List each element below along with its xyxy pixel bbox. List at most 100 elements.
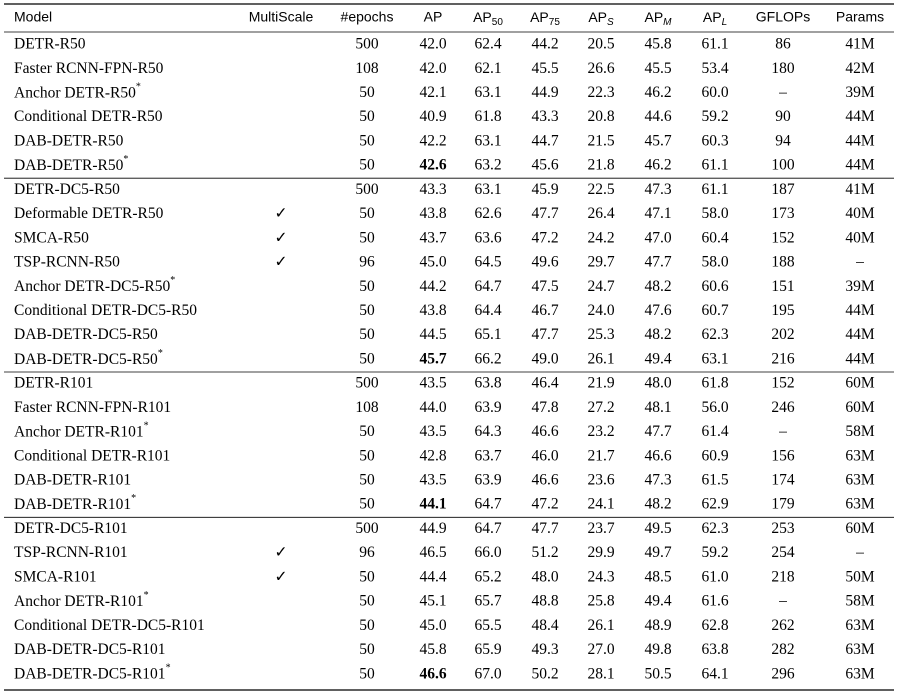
table-cell: 44M <box>845 326 875 343</box>
table-cell: 50 <box>359 326 375 343</box>
table-cell: 50 <box>359 593 375 610</box>
table-cell: 44M <box>845 132 875 149</box>
table-cell: 62.6 <box>474 205 501 222</box>
table-cell: 65.2 <box>474 568 501 585</box>
table-cell: 50 <box>359 617 375 634</box>
table-cell: 246 <box>771 399 795 416</box>
table-cell: 50.2 <box>531 665 558 682</box>
table-cell: 63.6 <box>474 229 501 246</box>
table-cell: 22.5 <box>587 181 614 198</box>
table-cell: 61.0 <box>701 568 728 585</box>
table-cell: 174 <box>771 472 795 489</box>
table-cell: 47.8 <box>531 399 558 416</box>
table-cell: 22.3 <box>587 84 614 101</box>
table-cell: 44.7 <box>531 132 558 149</box>
table-cell: 48.2 <box>644 326 671 343</box>
table-cell: 86 <box>775 36 791 53</box>
table-cell: 63M <box>845 496 875 513</box>
table-cell: ✓ <box>275 205 288 222</box>
header-cell: AP75 <box>530 9 560 28</box>
table-cell: 44.4 <box>419 568 446 585</box>
table-cell: 60M <box>845 375 875 392</box>
table-cell: 48.1 <box>644 399 671 416</box>
table-cell: 63.1 <box>474 84 501 101</box>
table-cell: 46.0 <box>531 447 558 464</box>
table-cell: 58.0 <box>701 254 728 271</box>
table-cell: 44.0 <box>419 399 446 416</box>
table-cell: 45.8 <box>644 36 671 53</box>
table-cell: 63.1 <box>474 181 501 198</box>
model-mark: * <box>170 275 175 286</box>
table-cell: 41M <box>845 36 875 53</box>
table-cell: 44.5 <box>419 326 446 343</box>
model-text: DAB-DETR-R50 <box>14 157 124 174</box>
table-cell: 44.1 <box>419 496 446 513</box>
header-cell: MultiScale <box>249 9 314 25</box>
table-cell: 65.1 <box>474 326 501 343</box>
header-sub: M <box>663 17 672 28</box>
table-cell: 63.1 <box>474 132 501 149</box>
table-cell: 195 <box>771 302 795 319</box>
table-cell: 21.7 <box>587 447 614 464</box>
table-cell: 50 <box>359 641 375 658</box>
table-cell: 43.5 <box>419 423 446 440</box>
model-name: DETR-DC5-R101 <box>14 520 128 537</box>
table-cell: 47.7 <box>531 520 558 537</box>
model-text: Anchor DETR-R101 <box>14 593 144 610</box>
table-cell: 49.7 <box>644 544 671 561</box>
header-cell: Model <box>14 9 52 25</box>
table-cell: 152 <box>771 229 794 246</box>
table-cell: 63M <box>845 447 875 464</box>
table-cell: 50 <box>359 350 375 367</box>
table-cell: 500 <box>355 520 379 537</box>
table-cell: 48.5 <box>644 568 671 585</box>
table-cell: 67.0 <box>474 665 501 682</box>
table-cell: 64.5 <box>474 254 501 271</box>
table-cell: 61.1 <box>701 36 728 53</box>
table-cell: 58.0 <box>701 205 728 222</box>
model-text: Anchor DETR-R50 <box>14 84 136 101</box>
table-cell: 61.6 <box>701 593 728 610</box>
model-name: DETR-DC5-R50 <box>14 181 120 198</box>
header-cell: APM <box>644 9 672 28</box>
table-cell: 202 <box>771 326 794 343</box>
model-name: DETR-R50 <box>14 36 86 53</box>
table-cell: 63.8 <box>474 375 501 392</box>
table-cell: 24.7 <box>587 278 614 295</box>
table-cell: 46.5 <box>419 544 446 561</box>
table-cell: 262 <box>771 617 794 634</box>
table-cell: 62.9 <box>701 496 728 513</box>
table-cell: 24.3 <box>587 568 614 585</box>
header-main: AP <box>473 9 492 25</box>
table-cell: 42.0 <box>419 60 446 77</box>
table-cell: 42.6 <box>419 157 446 174</box>
table-cell: 253 <box>771 520 795 537</box>
header-cell: APS <box>588 9 614 28</box>
table-cell: 21.5 <box>587 132 614 149</box>
table-cell: 44M <box>845 157 875 174</box>
table-cell: 45.6 <box>531 157 558 174</box>
table-cell: 42.1 <box>419 84 446 101</box>
table-cell: 48.4 <box>531 617 558 634</box>
table-cell: – <box>778 423 787 440</box>
table-cell: 45.0 <box>419 617 446 634</box>
header-sub: 50 <box>492 17 504 28</box>
table-cell: 50 <box>359 108 375 125</box>
table-cell: 62.3 <box>701 520 728 537</box>
model-mark: * <box>166 663 171 674</box>
table-cell: 48.2 <box>644 278 671 295</box>
table-cell: 49.0 <box>531 350 558 367</box>
table-cell: 56.0 <box>701 399 728 416</box>
table-cell: 61.4 <box>701 423 728 440</box>
table-cell: 43.7 <box>419 229 446 246</box>
table-cell: 60M <box>845 520 875 537</box>
table-cell: 64.7 <box>474 520 501 537</box>
table-cell: 60.6 <box>701 278 728 295</box>
table-cell: 43.8 <box>419 302 446 319</box>
table-cell: 50 <box>359 472 375 489</box>
table-cell: 42M <box>845 60 875 77</box>
table-cell: 45.9 <box>531 181 558 198</box>
model-mark: * <box>123 154 128 165</box>
model-name: Anchor DETR-R101* <box>14 590 149 609</box>
table-cell: 24.2 <box>587 229 614 246</box>
